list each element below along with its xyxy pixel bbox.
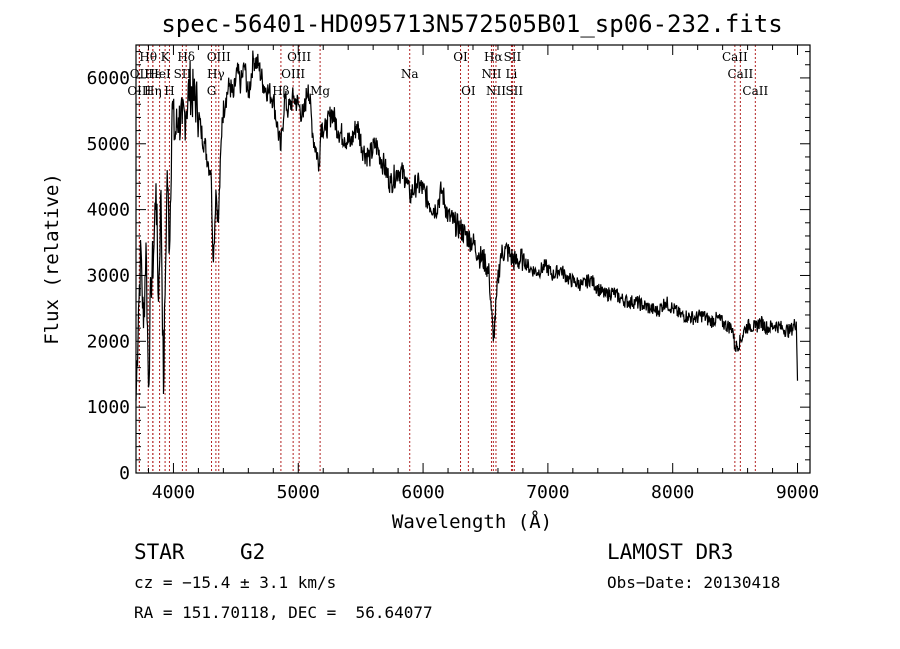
y-tick-label: 5000 [87,134,130,155]
x-tick-label: 7000 [526,482,569,503]
y-tick-label: 6000 [87,68,130,89]
spectral-line-label: K [161,50,171,64]
coordinates: RA = 151.70118, DEC = 56.64077 [134,603,433,622]
y-axis-label: Flux (relative) [41,173,63,345]
y-axis-ticks: 0 1000 2000 3000 4000 5000 6000 [87,51,810,484]
spectral-line-label: Hθ [139,50,157,64]
survey-name: LAMOST DR3 [607,540,734,564]
spectral-line-label: SII [174,67,192,81]
chart-title: spec-56401-HD095713N572505B01_sp06-232.f… [161,10,782,38]
observation-date: Obs−Date: 20130418 [607,573,781,592]
x-tick-label: 8000 [651,482,694,503]
spectral-line-label: Mg [310,84,330,98]
spectral-line-label: Hη [144,84,162,98]
spectral-line-label: NII [486,84,506,98]
spectral-line-label: CaII [727,67,753,81]
y-tick-label: 1000 [87,397,130,418]
redshift-cz: cz = −15.4 ± 3.1 km/s [134,573,337,592]
spectral-line-label: NII [481,67,501,81]
y-tick-label: 2000 [87,331,130,352]
spectral-line-label: Hε [145,67,162,81]
spectral-line-label: Hβ [272,84,289,98]
spectral-line-label: OIII [207,50,231,64]
object-type: STAR [134,540,185,564]
spectral-line-label: Hα [484,50,503,64]
spectral-line-label: OIII [281,67,305,81]
y-tick-label: 3000 [87,265,130,286]
spectral-line-label: SII [504,50,522,64]
spectral-line-label: HeI [148,67,171,81]
x-axis-ticks: 4000 5000 6000 7000 8000 9000 [147,45,819,503]
spectral-line-label: OIII [287,50,311,64]
spectral-line-label: Hδ [177,50,195,64]
spectral-line-label: Na [401,67,419,81]
flux-series-line [135,50,799,401]
spectral-line-label: SII [505,84,523,98]
spectral-line-label: Hγ [207,67,225,81]
y-tick-label: 4000 [87,200,130,221]
spectral-line-label: Li [506,67,518,81]
plot-frame [135,44,811,474]
spectral-line-label: OI [461,84,476,98]
spectral-line-label: OI [453,50,468,64]
x-axis-label: Wavelength (Å) [392,510,552,533]
spectral-line-label: CaII [722,50,748,64]
spectral-line-markers [138,45,756,473]
x-tick-label: 6000 [401,482,444,503]
y-tick-label: 0 [119,463,130,484]
x-tick-label: 9000 [776,482,819,503]
spectral-line-label: CaII [742,84,768,98]
x-tick-label: 5000 [277,482,320,503]
spectral-subclass: G2 [240,540,266,564]
spectral-line-label: G [207,84,217,98]
spectral-line-label: H [164,84,174,98]
x-tick-label: 4000 [152,482,195,503]
